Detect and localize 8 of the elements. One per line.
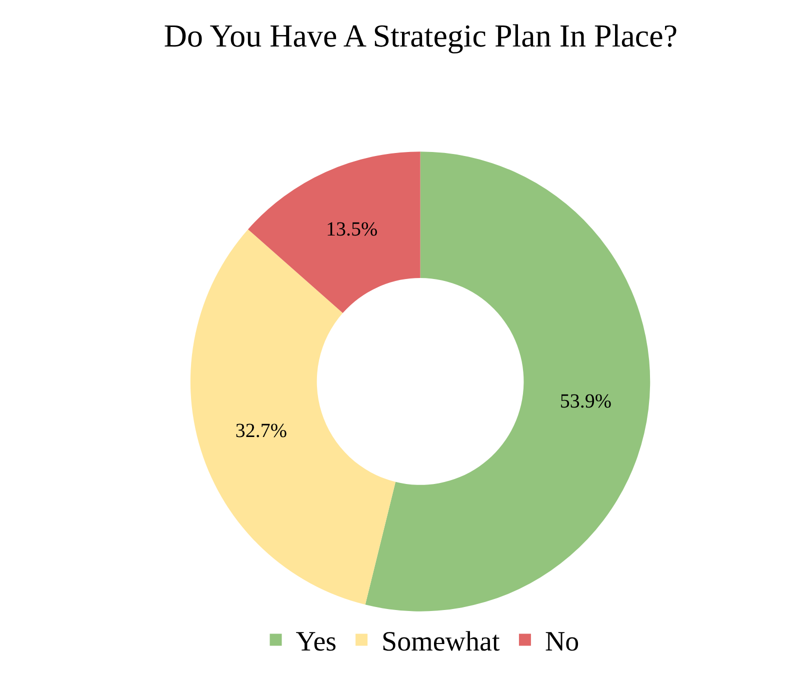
donut-slice <box>248 152 420 314</box>
legend-label: Somewhat <box>382 626 500 658</box>
chart-title: Do You Have A Strategic Plan In Place? <box>164 17 678 54</box>
legend-label: Yes <box>296 626 337 658</box>
data-label: 13.5% <box>326 218 378 241</box>
legend-label: No <box>544 626 580 658</box>
data-label: 32.7% <box>235 420 288 442</box>
data-label: 53.9% <box>560 390 612 413</box>
